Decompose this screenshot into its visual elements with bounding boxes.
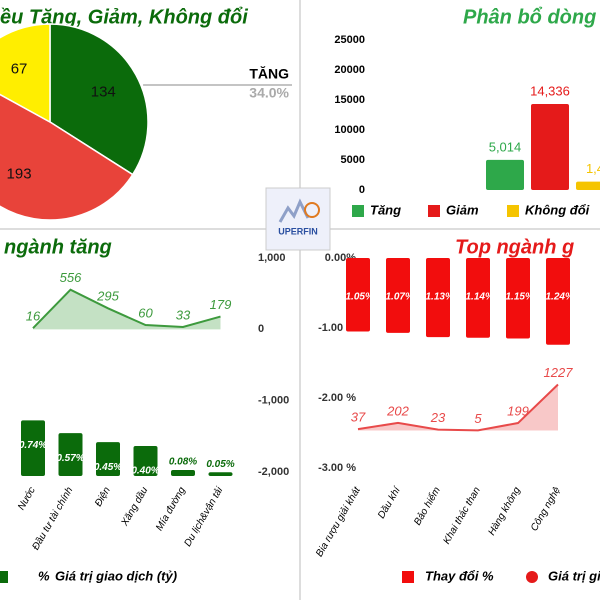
pie-slice: [0, 93, 134, 221]
y2-tick-label: -2,000: [258, 466, 289, 478]
bar: [531, 103, 569, 190]
bar-label: 5,014: [489, 139, 522, 154]
point-label: 16: [26, 309, 41, 324]
point-label: 179: [210, 297, 232, 312]
bar: [171, 469, 195, 476]
point-label: 33: [176, 307, 191, 322]
x-tick-label: Công nghệ: [529, 485, 563, 533]
legend-swatch: [352, 205, 364, 217]
x-tick-label: Hàng không: [486, 485, 523, 538]
chart-title: ều Tăng, Giảm, Không đổi: [0, 6, 248, 28]
y-tick-label: -3.00 %: [318, 462, 356, 474]
y2-tick-label: 0: [258, 323, 264, 335]
bar-label: -1.14%: [462, 292, 494, 303]
legend-swatch: [526, 571, 538, 583]
legend-label: %: [38, 568, 50, 583]
bar: [58, 433, 83, 476]
bar-label: 0.45%: [94, 462, 122, 473]
area: [33, 289, 221, 330]
y-tick-label: 15000: [334, 94, 365, 106]
y2-tick-label: 1,000: [258, 252, 286, 264]
bar-label: 0.08%: [169, 457, 197, 468]
point-label: 5: [474, 411, 482, 426]
bar-label: -1.24%: [542, 292, 574, 303]
area: [358, 384, 558, 431]
bar-label: -1.07%: [382, 292, 414, 303]
line: [357, 383, 559, 432]
y-tick-label: 25000: [334, 34, 365, 46]
x-tick-label: Nước: [16, 485, 38, 512]
logo-box: [265, 187, 331, 251]
slice-label: 134: [91, 84, 116, 101]
bar: [346, 258, 370, 332]
bar: [426, 258, 450, 338]
x-tick-label: Bia rượu giải khát: [313, 484, 363, 559]
logo-icon: [278, 198, 310, 223]
slice-label: 67: [11, 61, 28, 78]
bar-label: -1.13%: [422, 292, 454, 303]
bar: [208, 472, 233, 476]
bar-label: 0.40%: [131, 466, 159, 477]
y-tick-label: -2.00 %: [318, 392, 356, 404]
legend-swatch: [428, 205, 440, 217]
bar: [96, 442, 120, 476]
line: [32, 288, 221, 329]
bar: [546, 258, 570, 345]
point-label: 295: [96, 289, 119, 304]
legend-label: Giảm: [446, 202, 479, 217]
bar: [386, 258, 410, 333]
bar: [133, 445, 158, 476]
x-tick-label: Điện: [93, 485, 113, 509]
bar-label: 0.57%: [56, 453, 84, 464]
bar: [486, 159, 524, 190]
callout-value: 34.0%: [249, 85, 289, 101]
chart-title: ngành tăng: [4, 236, 112, 258]
logo-text: UPERFIN: [278, 226, 318, 236]
legend-label: Không đổi: [525, 202, 590, 217]
bar-label: 1,4: [586, 161, 600, 176]
point-label: 202: [386, 403, 409, 418]
legend-swatch: [507, 205, 519, 217]
x-tick-label: Khai thác than: [441, 485, 483, 546]
point-label: 60: [138, 305, 153, 320]
chart-title: Phân bổ dòng: [463, 6, 596, 28]
bar: [466, 258, 490, 338]
legend-label: Giá trị giao dịch (tỷ): [55, 568, 177, 583]
legend-swatch: [0, 571, 8, 583]
slice-label: 193: [7, 165, 32, 182]
point-label: 23: [430, 410, 446, 425]
callout-label: TĂNG: [249, 66, 289, 82]
bar-label: -1.05%: [342, 292, 374, 303]
bar-label: -1.15%: [502, 292, 534, 303]
bar: [506, 258, 530, 339]
legend-label: Giá trị giao dịch (tỷ): [548, 568, 600, 583]
y-tick-label: 0: [359, 184, 365, 196]
x-tick-label: Xăng dầu: [118, 484, 151, 528]
legend-label: Tăng: [370, 202, 401, 217]
pie-slice: [0, 23, 51, 124]
chart-title: Top ngành g: [455, 236, 574, 258]
bar: [21, 420, 45, 476]
legend-label: Thay đổi %: [425, 568, 494, 583]
bar-label: 0.74%: [19, 440, 47, 451]
y-tick-label: 20000: [334, 64, 365, 76]
legend-swatch: [402, 571, 414, 583]
y-tick-label: 5000: [341, 154, 365, 166]
x-tick-label: Du lịch&vận tải: [182, 484, 226, 548]
point-label: 556: [60, 270, 82, 285]
point-label: 37: [351, 410, 366, 425]
x-tick-label: Đầu tư tài chính: [30, 484, 76, 552]
x-tick-label: Dầu khí: [375, 484, 403, 521]
x-tick-label: Bảo hiểm: [411, 485, 443, 528]
bar: [576, 181, 600, 190]
y-tick-label: 10000: [334, 124, 365, 136]
x-tick-label: Mía đường: [154, 485, 188, 533]
bar-label: 0.05%: [206, 459, 234, 470]
point-label: 1227: [544, 365, 574, 380]
bar-label: 14,336: [530, 83, 570, 98]
point-label: 199: [507, 403, 529, 418]
y2-tick-label: -1,000: [258, 395, 289, 407]
logo-icon: [304, 202, 320, 218]
